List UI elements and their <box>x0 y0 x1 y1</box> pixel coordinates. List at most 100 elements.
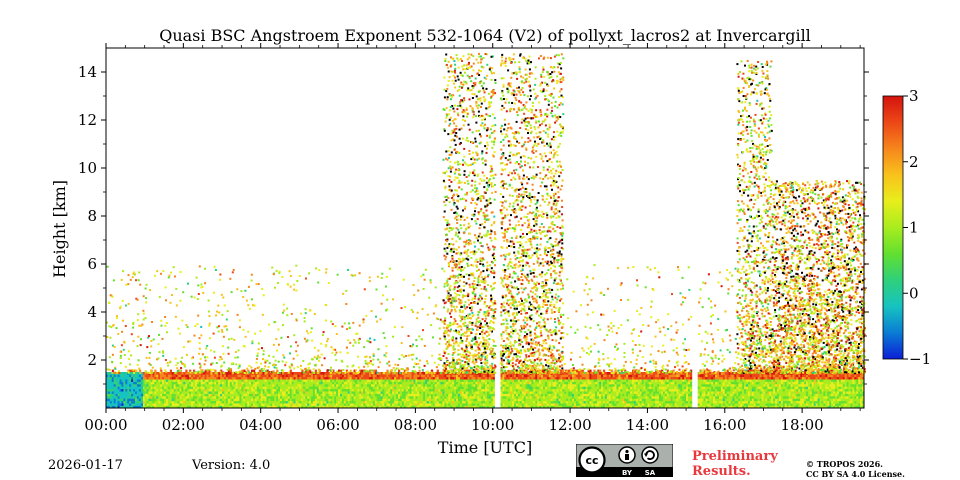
data-bin <box>860 405 863 409</box>
data-bin <box>664 400 667 404</box>
data-bin <box>254 396 258 399</box>
data-bin <box>682 384 685 387</box>
data-bin <box>169 386 172 390</box>
data-bin <box>289 386 292 390</box>
data-bin <box>457 384 461 387</box>
data-bin <box>347 405 350 409</box>
data-bin <box>239 393 242 397</box>
data-bin <box>247 400 250 404</box>
data-bin <box>811 388 814 392</box>
data-bin <box>676 398 679 402</box>
data-bin <box>235 386 238 390</box>
data-bin <box>260 398 263 402</box>
data-bin <box>823 405 826 409</box>
data-bin <box>427 396 430 399</box>
data-bin <box>782 403 785 406</box>
data-bin <box>224 403 227 406</box>
data-bin <box>367 386 370 390</box>
data-bin <box>632 405 635 409</box>
data-bin <box>606 391 609 394</box>
data-bin <box>461 391 464 394</box>
data-bin <box>618 388 621 392</box>
data-bin <box>311 405 314 409</box>
data-bin <box>421 403 424 406</box>
data-bin <box>471 396 474 399</box>
data-bin <box>604 405 608 409</box>
data-bin <box>504 388 507 392</box>
data-bin <box>231 396 234 399</box>
data-bin <box>508 398 511 402</box>
data-bin <box>649 388 652 392</box>
data-bin <box>645 403 648 406</box>
data-bin <box>289 393 292 397</box>
data-bin <box>657 400 660 404</box>
data-bin <box>283 386 287 390</box>
data-bin <box>854 386 857 390</box>
data-bin <box>229 398 232 402</box>
data-bin <box>564 379 567 382</box>
data-bin <box>187 405 190 409</box>
data-bin <box>546 398 550 402</box>
data-bin <box>844 384 847 387</box>
data-bin <box>200 398 203 402</box>
data-bin <box>177 381 180 385</box>
data-bin <box>804 393 807 397</box>
data-bin <box>854 393 857 397</box>
data-bin <box>601 388 604 392</box>
data-bin <box>804 381 807 385</box>
data-bin <box>357 386 360 390</box>
data-bin <box>299 384 302 387</box>
data-bin <box>525 386 528 390</box>
data-bin <box>626 393 629 397</box>
data-bin <box>593 379 596 382</box>
data-bin <box>413 384 416 387</box>
data-bin <box>531 388 534 392</box>
data-bin <box>674 384 677 387</box>
data-bin <box>748 391 751 394</box>
data-bin <box>293 396 296 399</box>
data-bin <box>351 396 354 399</box>
data-bin <box>280 372 283 375</box>
data-bin <box>322 393 325 397</box>
data-bin <box>463 381 466 385</box>
data-bin <box>858 379 861 382</box>
data-bin <box>630 396 633 399</box>
data-bin <box>856 381 859 385</box>
data-bin <box>144 398 147 402</box>
data-bin <box>697 388 700 392</box>
data-bin <box>732 381 735 385</box>
data-bin <box>407 396 410 399</box>
data-bin <box>194 381 198 385</box>
data-bin <box>338 393 341 397</box>
data-bin <box>635 393 638 397</box>
data-bin <box>396 391 399 394</box>
data-bin <box>531 405 534 409</box>
data-bin <box>488 391 492 394</box>
data-bin <box>160 400 163 404</box>
data-bin <box>264 386 267 390</box>
data-bin <box>177 405 180 409</box>
data-bin <box>450 400 453 404</box>
data-bin <box>320 396 323 399</box>
data-bin <box>419 379 422 382</box>
data-bin <box>212 391 215 394</box>
data-bin <box>152 398 155 402</box>
data-bin <box>628 384 631 387</box>
data-bin <box>831 398 834 402</box>
data-bin <box>185 400 188 404</box>
data-bin <box>291 396 294 399</box>
data-bin <box>759 381 762 385</box>
data-bin <box>367 403 370 406</box>
data-bin <box>196 400 200 404</box>
data-bin <box>827 398 830 402</box>
data-bin <box>763 400 766 404</box>
data-bin <box>713 386 716 390</box>
data-bin <box>527 379 530 382</box>
data-bin <box>593 384 596 387</box>
data-bin <box>707 400 710 404</box>
data-bin <box>543 388 546 392</box>
data-bin <box>204 379 207 382</box>
data-bin <box>705 386 708 390</box>
data-bin <box>268 391 271 394</box>
data-bin <box>589 381 592 385</box>
